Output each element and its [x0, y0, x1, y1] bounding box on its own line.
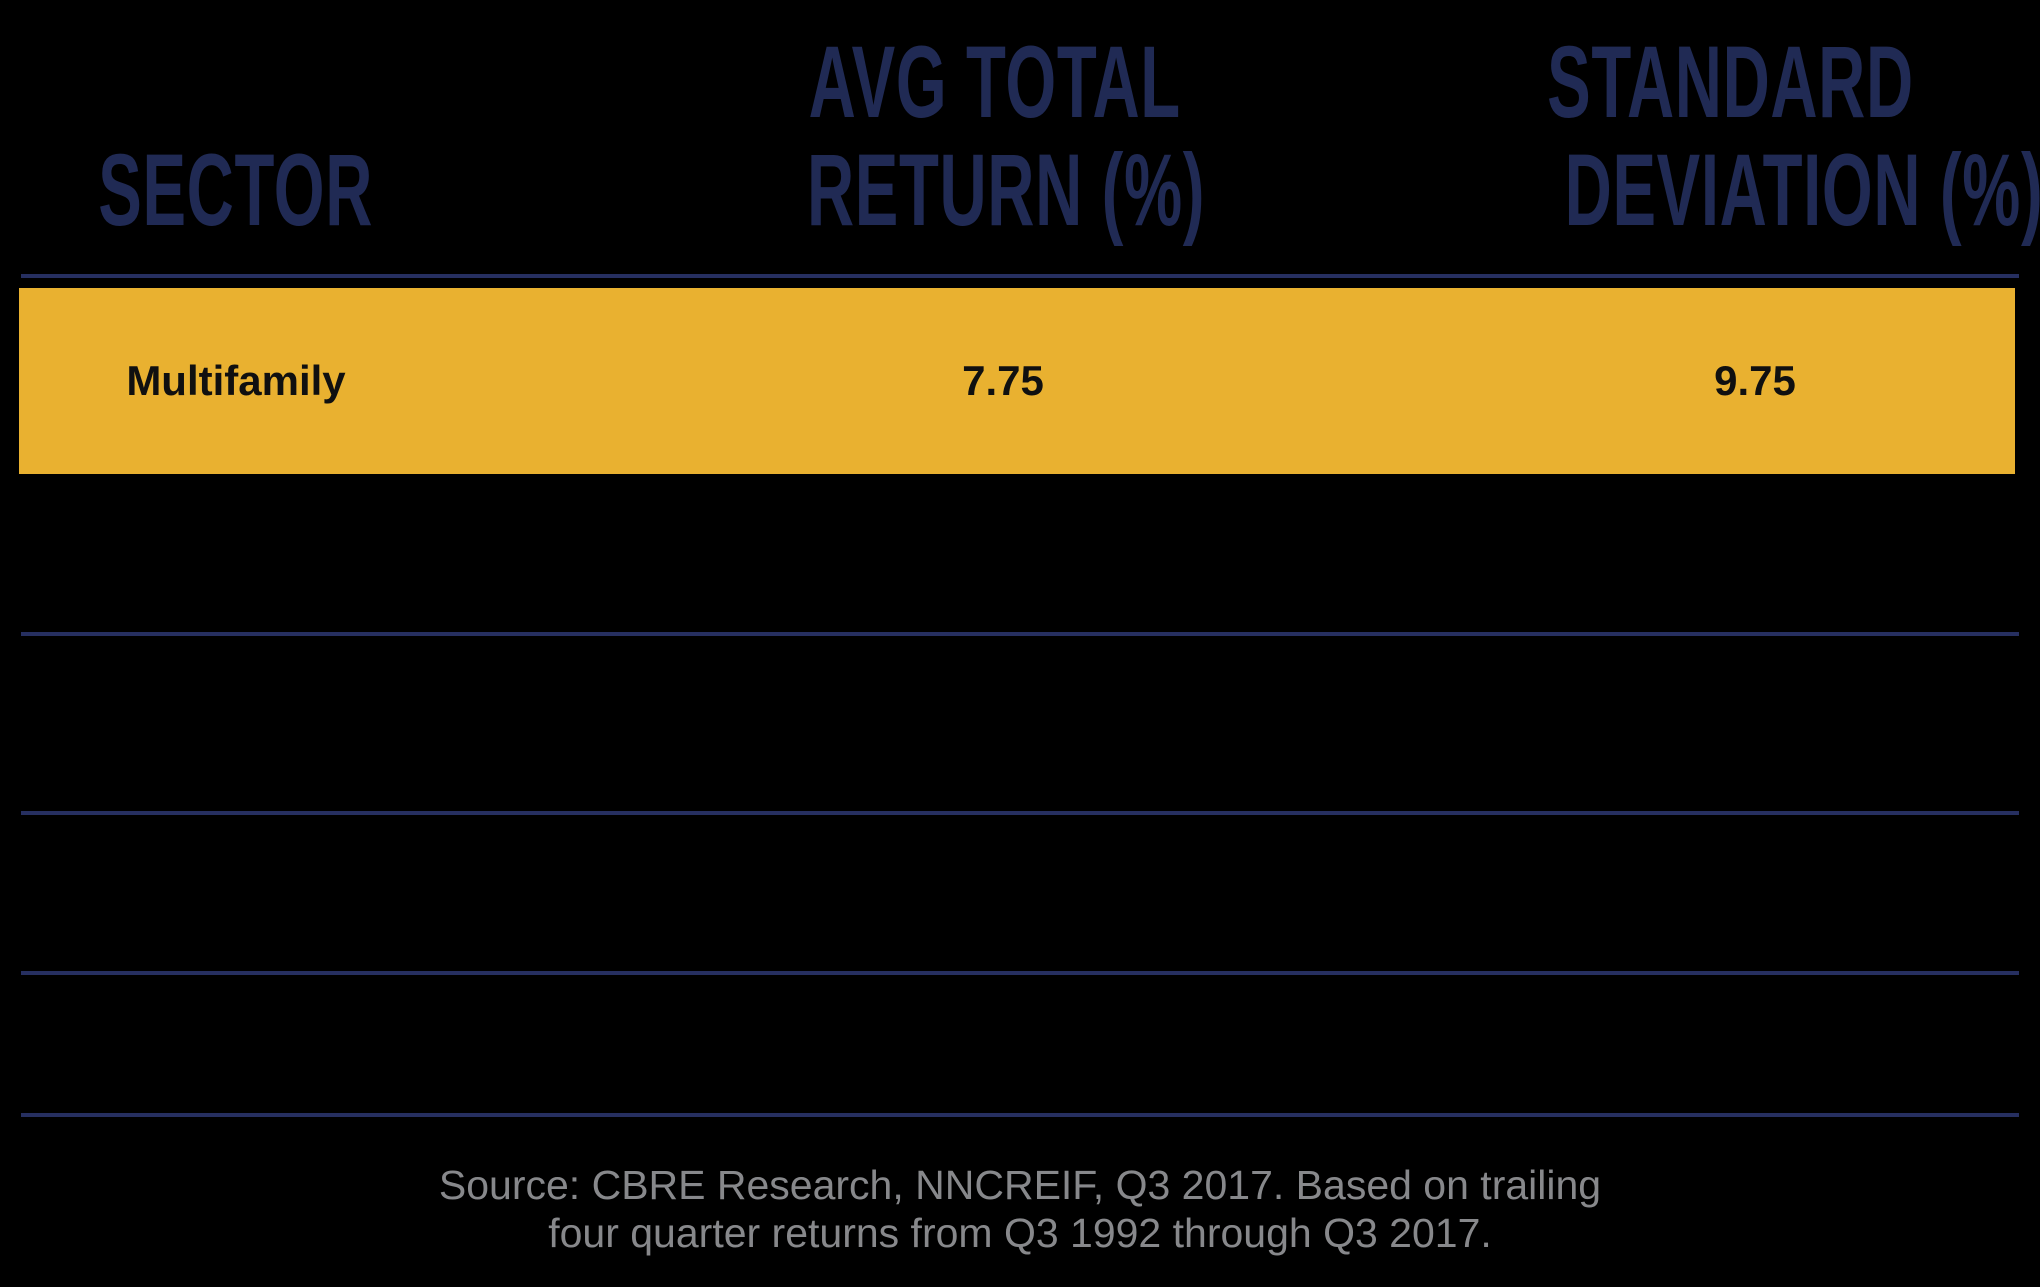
highlight-row-multifamily [19, 288, 2015, 474]
column-header-standard-deviation-line1: STANDARD [1546, 25, 1914, 139]
row-divider-1 [21, 632, 2019, 636]
row-divider-2 [21, 811, 2019, 815]
column-header-avg-total-return-line1: AVG TOTAL [808, 25, 1182, 139]
column-header-sector-label: SECTOR [98, 133, 374, 247]
column-header-standard-deviation-line2: DEVIATION (%) [1564, 133, 2040, 247]
column-header-avg-total-return: AVG TOTAL RETURN (%) [695, 28, 1295, 244]
source-note-line1: Source: CBRE Research, NNCREIF, Q3 2017.… [438, 1162, 1602, 1208]
source-note: Source: CBRE Research, NNCREIF, Q3 2017.… [0, 1161, 2040, 1257]
column-header-avg-total-return-line2: RETURN (%) [806, 133, 1206, 247]
cell-avg-total-return-value: 7.75 [962, 357, 1044, 404]
source-note-line2: four quarter returns from Q3 1992 throug… [548, 1210, 1492, 1256]
row-divider-4 [21, 1113, 2019, 1117]
cell-standard-deviation-value: 9.75 [1714, 357, 1796, 404]
header-divider [21, 274, 2019, 278]
cell-sector-value: Multifamily [126, 357, 346, 404]
column-header-standard-deviation: STANDARD DEVIATION (%) [1430, 25, 2040, 244]
row-divider-3 [21, 971, 2019, 975]
column-header-sector: SECTOR [0, 28, 472, 244]
